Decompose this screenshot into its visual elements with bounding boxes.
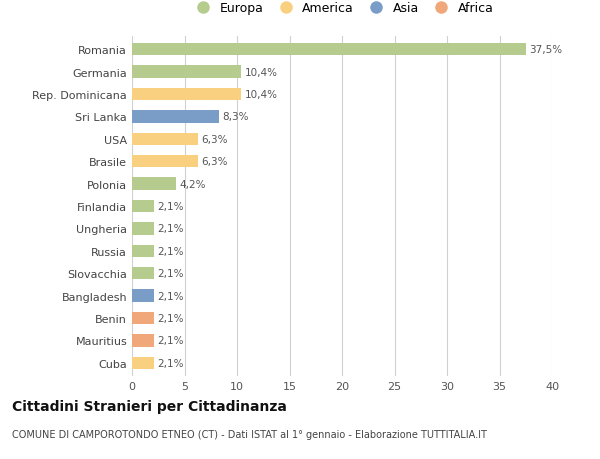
Text: 2,1%: 2,1% <box>157 246 184 256</box>
Bar <box>132 201 154 213</box>
Bar <box>132 89 241 101</box>
Text: 8,3%: 8,3% <box>223 112 249 122</box>
Bar <box>132 44 526 56</box>
Text: 37,5%: 37,5% <box>529 45 562 55</box>
Legend: Europa, America, Asia, Africa: Europa, America, Asia, Africa <box>191 2 493 15</box>
Bar <box>132 223 154 235</box>
Bar <box>132 156 198 168</box>
Bar <box>132 312 154 325</box>
Text: 2,1%: 2,1% <box>157 358 184 368</box>
Text: 6,3%: 6,3% <box>202 157 228 167</box>
Text: 2,1%: 2,1% <box>157 336 184 346</box>
Bar <box>132 111 219 123</box>
Text: Cittadini Stranieri per Cittadinanza: Cittadini Stranieri per Cittadinanza <box>12 399 287 413</box>
Text: COMUNE DI CAMPOROTONDO ETNEO (CT) - Dati ISTAT al 1° gennaio - Elaborazione TUTT: COMUNE DI CAMPOROTONDO ETNEO (CT) - Dati… <box>12 429 487 439</box>
Text: 2,1%: 2,1% <box>157 291 184 301</box>
Text: 6,3%: 6,3% <box>202 134 228 145</box>
Bar <box>132 335 154 347</box>
Text: 10,4%: 10,4% <box>244 90 277 100</box>
Bar <box>132 268 154 280</box>
Text: 2,1%: 2,1% <box>157 269 184 279</box>
Bar <box>132 67 241 78</box>
Bar <box>132 134 198 146</box>
Text: 2,1%: 2,1% <box>157 202 184 212</box>
Bar <box>132 357 154 369</box>
Bar <box>132 178 176 190</box>
Text: 2,1%: 2,1% <box>157 224 184 234</box>
Text: 2,1%: 2,1% <box>157 313 184 323</box>
Bar <box>132 245 154 257</box>
Bar <box>132 290 154 302</box>
Text: 4,2%: 4,2% <box>179 179 206 189</box>
Text: 10,4%: 10,4% <box>244 67 277 78</box>
